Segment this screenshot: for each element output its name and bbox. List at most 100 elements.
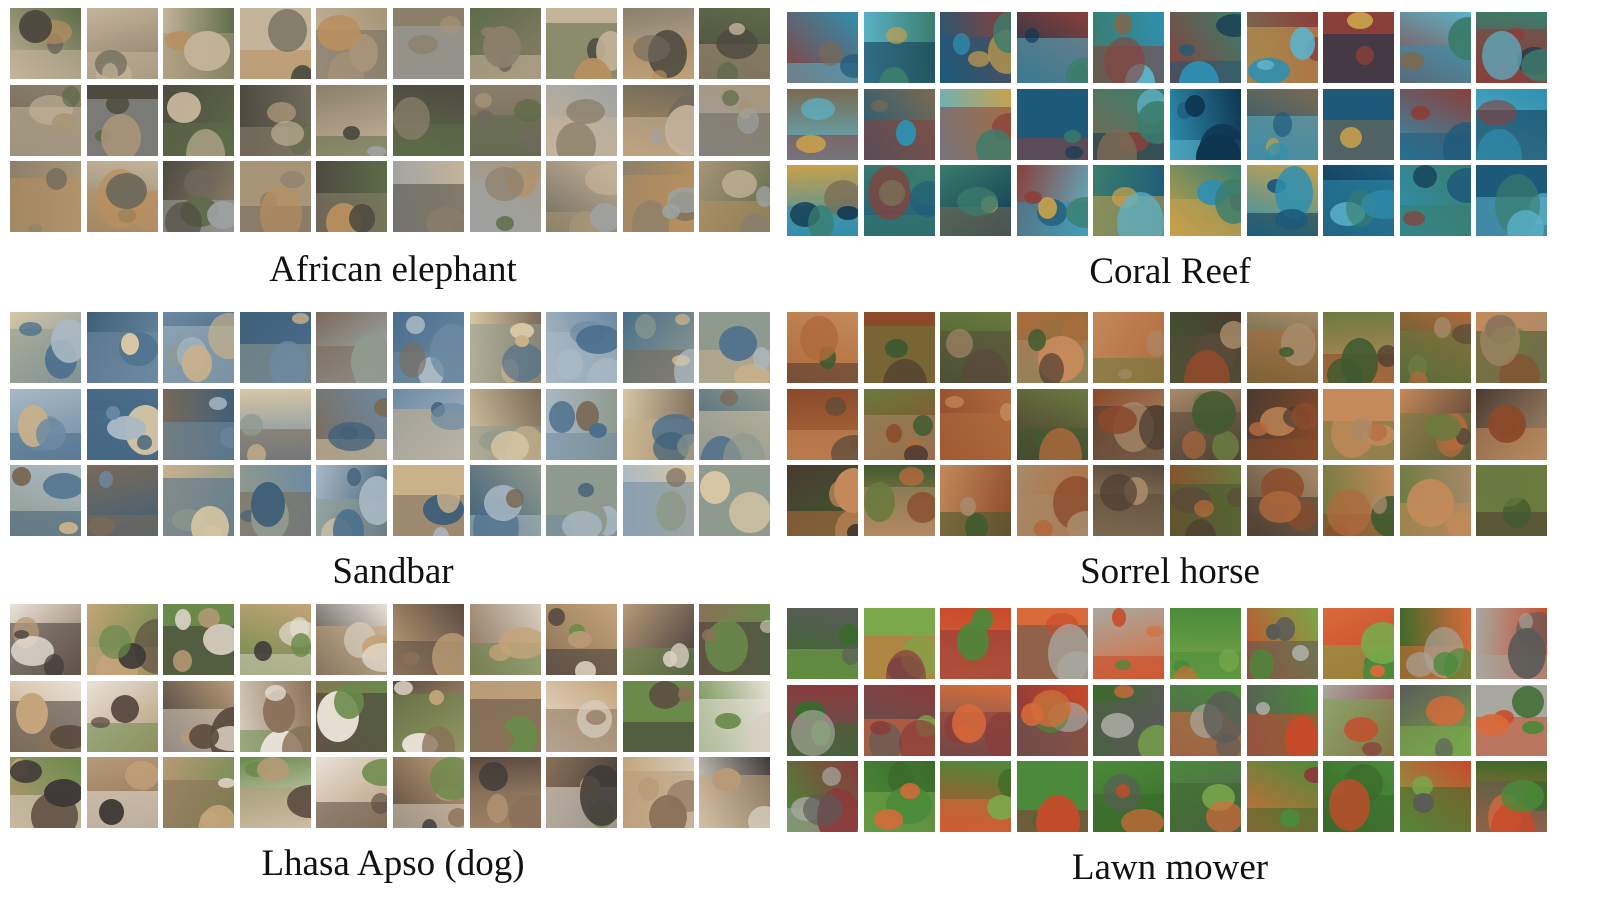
sample-image (1170, 685, 1241, 756)
sample-image (316, 8, 387, 79)
sample-image (623, 465, 694, 536)
sample-image (1170, 761, 1241, 832)
sample-image (1400, 165, 1471, 236)
sample-image (1170, 89, 1241, 160)
sample-image (316, 604, 387, 675)
sample-image (1017, 389, 1088, 460)
sample-image (1476, 165, 1547, 236)
sample-image (10, 757, 81, 828)
sample-image (316, 85, 387, 156)
sample-image (163, 8, 234, 79)
sample-grid (10, 8, 776, 240)
sample-image (1017, 165, 1088, 236)
sample-image (240, 85, 311, 156)
sample-image (87, 8, 158, 79)
sample-image (1017, 89, 1088, 160)
sample-image (1093, 389, 1164, 460)
sample-image (546, 389, 617, 460)
sample-image (699, 757, 770, 828)
sample-image (1323, 12, 1394, 83)
sample-image (1476, 465, 1547, 536)
sample-image (1093, 12, 1164, 83)
sample-image (393, 757, 464, 828)
sample-image (316, 161, 387, 232)
sample-image (940, 389, 1011, 460)
sample-image (940, 761, 1011, 832)
sample-image (87, 757, 158, 828)
sample-image (1017, 12, 1088, 83)
panel-lawn-mower: Lawn mower (787, 608, 1553, 888)
sample-image (546, 465, 617, 536)
sample-image (623, 85, 694, 156)
sample-grid (787, 608, 1553, 840)
sample-image (470, 465, 541, 536)
sample-image (1323, 685, 1394, 756)
sample-image (393, 312, 464, 383)
sample-image (940, 165, 1011, 236)
sample-image (787, 465, 858, 536)
sample-image (787, 761, 858, 832)
sample-image (1093, 89, 1164, 160)
class-caption: Sandbar (332, 551, 454, 592)
sample-image (163, 312, 234, 383)
sample-image (87, 465, 158, 536)
sample-image (1323, 761, 1394, 832)
sample-image (163, 604, 234, 675)
class-caption: Sorrel horse (1080, 551, 1260, 592)
sample-image (1017, 685, 1088, 756)
sample-image (1323, 389, 1394, 460)
sample-image (10, 681, 81, 752)
sample-image (470, 681, 541, 752)
sample-image (787, 685, 858, 756)
sample-image (163, 389, 234, 460)
sample-image (1017, 608, 1088, 679)
sample-image (1247, 89, 1318, 160)
sample-image (864, 89, 935, 160)
sample-image (1170, 12, 1241, 83)
sample-image (623, 312, 694, 383)
sample-image (546, 681, 617, 752)
sample-image (1400, 608, 1471, 679)
sample-image (787, 165, 858, 236)
sample-image (1247, 389, 1318, 460)
sample-image (1400, 685, 1471, 756)
sample-image (546, 8, 617, 79)
sample-image (1247, 761, 1318, 832)
sample-image (87, 312, 158, 383)
class-caption: Lhasa Apso (dog) (261, 843, 525, 884)
sample-image (1170, 465, 1241, 536)
sample-image (864, 12, 935, 83)
sample-image (163, 85, 234, 156)
sample-grid (10, 312, 776, 544)
sample-image (1476, 608, 1547, 679)
sample-image (787, 608, 858, 679)
sample-image (1093, 761, 1164, 832)
sample-image (787, 312, 858, 383)
sample-image (1093, 465, 1164, 536)
sample-image (316, 389, 387, 460)
sample-image (87, 85, 158, 156)
sample-image (1400, 12, 1471, 83)
sample-image (1323, 465, 1394, 536)
sample-image (940, 608, 1011, 679)
sample-image (1400, 389, 1471, 460)
sample-image (699, 389, 770, 460)
sample-image (940, 89, 1011, 160)
panel-african-elephant: African elephant (10, 8, 776, 290)
sample-image (940, 685, 1011, 756)
sample-image (240, 312, 311, 383)
sample-image (1476, 312, 1547, 383)
sample-image (1093, 608, 1164, 679)
sample-image (546, 757, 617, 828)
sample-image (1323, 165, 1394, 236)
sample-image (1017, 465, 1088, 536)
sample-image (1476, 389, 1547, 460)
sample-image (393, 604, 464, 675)
sample-image (470, 389, 541, 460)
sample-image (699, 604, 770, 675)
sample-image (10, 389, 81, 460)
sample-image (10, 8, 81, 79)
sample-image (699, 681, 770, 752)
panel-sandbar: Sandbar (10, 312, 776, 592)
sample-image (240, 757, 311, 828)
